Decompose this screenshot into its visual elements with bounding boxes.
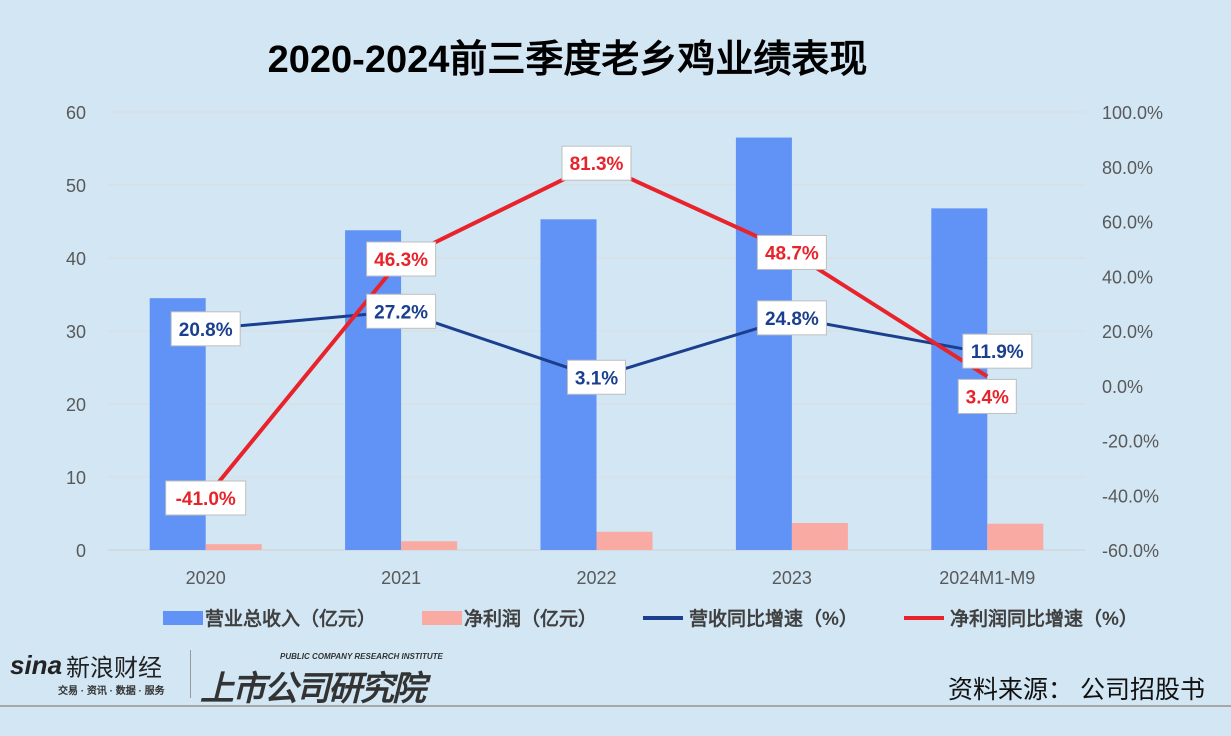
data-label-box bbox=[756, 234, 827, 270]
right-tick-label: -20.0% bbox=[1102, 432, 1159, 452]
x-tick-label: 2024M1-M9 bbox=[939, 568, 1035, 588]
institute-en: PUBLIC COMPANY RESEARCH INSTITUTE bbox=[280, 652, 443, 661]
left-tick-label: 30 bbox=[66, 322, 86, 342]
bar-revenue bbox=[735, 137, 792, 551]
data-label-box bbox=[957, 378, 1017, 414]
data-label-box bbox=[170, 311, 241, 347]
sina-logo: sina 新浪财经 交易 · 资讯 · 数据 · 服务 bbox=[10, 648, 165, 697]
chart-title: 2020-2024前三季度老乡鸡业绩表现 bbox=[267, 39, 868, 81]
x-tick-label: 2023 bbox=[772, 568, 812, 588]
x-tick-label: 2020 bbox=[186, 568, 226, 588]
footer-line bbox=[0, 705, 1231, 707]
legend-revenue: 营业总收入（亿元） bbox=[163, 604, 376, 631]
data-label: 27.2% bbox=[374, 302, 428, 323]
data-label-box bbox=[366, 293, 437, 329]
legend-label: 净利润（亿元） bbox=[464, 609, 598, 630]
right-tick-label: 80.0% bbox=[1102, 158, 1153, 178]
data-label-box bbox=[756, 300, 827, 336]
bar-revenue bbox=[345, 230, 402, 550]
left-tick-label: 40 bbox=[66, 249, 86, 269]
left-tick-label: 0 bbox=[76, 541, 86, 561]
bar-net-profit bbox=[401, 541, 458, 550]
legend-label: 净利润同比增速（%） bbox=[949, 609, 1138, 630]
data-label: 11.9% bbox=[971, 342, 1024, 363]
data-label-box bbox=[165, 480, 247, 516]
right-tick-label: -60.0% bbox=[1102, 541, 1159, 561]
legend-revenue-growth: 营收同比增速（%） bbox=[643, 604, 858, 631]
data-label: 20.8% bbox=[179, 320, 233, 341]
data-label: 81.3% bbox=[570, 154, 624, 175]
logo-divider bbox=[190, 650, 191, 698]
data-label-box bbox=[567, 359, 626, 395]
source-note: 资料来源： 公司招股书 bbox=[948, 676, 1205, 704]
institute-logo: PUBLIC COMPANY RESEARCH INSTITUTE 上市公司研究… bbox=[200, 652, 443, 710]
bar-net-profit bbox=[596, 531, 653, 550]
data-label: 24.8% bbox=[765, 309, 819, 330]
data-label: 48.7% bbox=[765, 243, 819, 264]
institute-cn: 上市公司研究院 bbox=[200, 670, 426, 708]
legend-swatch bbox=[422, 610, 463, 625]
legend-label: 营业总收入（亿元） bbox=[205, 609, 377, 630]
left-tick-label: 50 bbox=[66, 176, 86, 196]
x-tick-label: 2021 bbox=[381, 568, 421, 588]
data-label: 46.3% bbox=[374, 250, 428, 271]
left-tick-label: 20 bbox=[66, 395, 86, 415]
sina-wordmark: sina bbox=[10, 650, 63, 680]
legend-line bbox=[903, 615, 944, 620]
bar-net-profit bbox=[791, 522, 848, 550]
left-tick-label: 10 bbox=[66, 468, 86, 488]
legend-profit-growth: 净利润同比增速（%） bbox=[903, 604, 1138, 631]
legend: 营业总收入（亿元） 净利润（亿元） 营收同比增速（%） 净利润同比增速（%） bbox=[163, 604, 1138, 631]
chart-plot: 0 10 20 30 40 50 60 -60.0% -40.0% -20.0% 0.0% 20.0%… bbox=[66, 103, 1163, 588]
data-label-box bbox=[962, 333, 1033, 369]
data-label: -41.0% bbox=[176, 489, 236, 510]
right-tick-label: 20.0% bbox=[1102, 322, 1153, 342]
sina-tagline: 交易 · 资讯 · 数据 · 服务 bbox=[58, 686, 165, 697]
right-tick-label: 40.0% bbox=[1102, 267, 1153, 287]
legend-profit: 净利润（亿元） bbox=[422, 604, 597, 631]
x-tick-label: 2022 bbox=[576, 568, 616, 588]
data-label-box bbox=[366, 241, 437, 277]
bar-net-profit bbox=[205, 544, 262, 550]
sina-name: 新浪财经 bbox=[66, 655, 163, 682]
legend-swatch bbox=[163, 610, 203, 625]
right-tick-label: 60.0% bbox=[1102, 213, 1153, 233]
legend-label: 营收同比增速（%） bbox=[689, 609, 858, 630]
bar-net-profit bbox=[987, 523, 1044, 550]
left-tick-label: 60 bbox=[66, 103, 86, 123]
data-label: 3.1% bbox=[575, 368, 618, 389]
right-tick-label: 100.0% bbox=[1102, 103, 1163, 123]
right-tick-label: -40.0% bbox=[1102, 486, 1159, 506]
right-tick-label: 0.0% bbox=[1102, 377, 1143, 397]
data-label-box bbox=[561, 145, 632, 181]
data-label: 3.4% bbox=[966, 387, 1009, 408]
legend-line bbox=[643, 615, 684, 620]
